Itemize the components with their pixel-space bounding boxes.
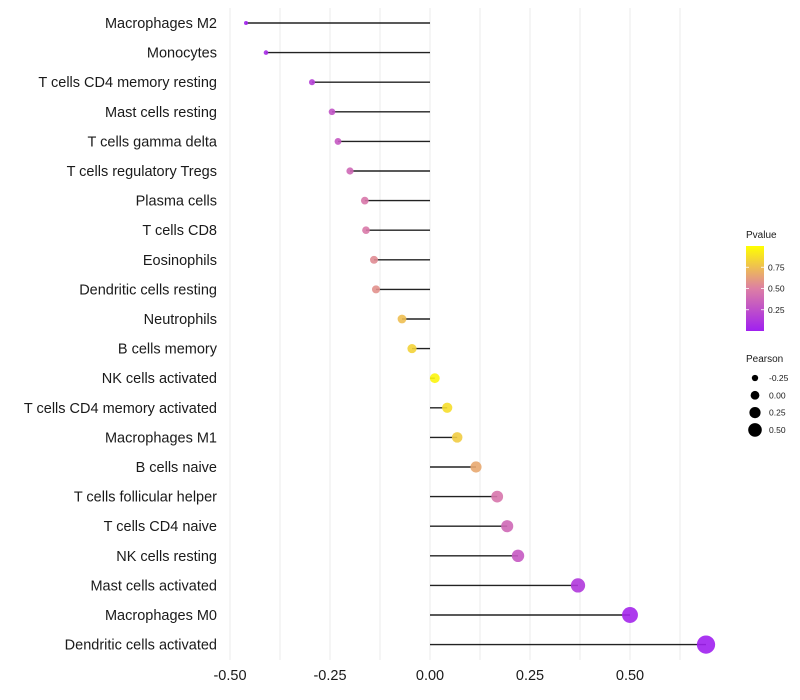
legend-size-label: 0.00 [769, 390, 786, 400]
data-point [511, 549, 525, 563]
legend-size-label: 0.50 [769, 425, 786, 435]
y-axis-labels: Macrophages M2 Monocytes T cells CD4 memor… [24, 16, 218, 654]
data-point [308, 79, 316, 86]
y-tick-label: Macrophages M0 [105, 608, 217, 624]
data-point [346, 167, 354, 175]
y-tick-label: Macrophages M2 [105, 16, 217, 32]
x-tick-label: 0.25 [516, 668, 544, 684]
y-tick-label: NK cells resting [116, 549, 217, 565]
legend-pearson: Pearson -0.25 0.00 0.25 0.50 [746, 354, 789, 437]
y-tick-label: Dendritic cells activated [65, 638, 217, 654]
data-point [491, 490, 504, 503]
data-point [244, 21, 248, 25]
legend-size-dot [748, 423, 762, 437]
legend-pearson-title: Pearson [746, 354, 783, 365]
y-tick-label: T cells CD8 [142, 223, 217, 239]
y-tick-label: T cells CD4 memory activated [24, 401, 217, 417]
y-tick-label: B cells naive [136, 460, 217, 476]
legend-tick-label: 0.75 [768, 262, 785, 272]
y-tick-label: Monocytes [147, 46, 217, 62]
y-tick-label: T cells follicular helper [74, 490, 217, 506]
y-tick-label: Neutrophils [144, 312, 217, 328]
data-point [397, 314, 407, 324]
y-tick-label: Mast cells activated [90, 578, 217, 594]
y-tick-label: T cells gamma delta [88, 134, 218, 150]
data-point [362, 226, 370, 235]
y-tick-label: Plasma cells [136, 194, 217, 210]
y-tick-label: T cells regulatory Tregs [67, 164, 217, 180]
legend-size-dot [749, 407, 761, 419]
legend-size-dot [750, 390, 760, 400]
grid-lines [229, 8, 681, 660]
x-tick-label: 0.00 [416, 668, 444, 684]
x-tick-label: -0.25 [313, 668, 346, 684]
legend-size-label: 0.25 [769, 408, 786, 418]
data-point [470, 461, 482, 473]
legend-tick-label: 0.50 [768, 284, 785, 294]
data-point [501, 520, 514, 533]
legend-pvalue-title: Pvalue [746, 230, 777, 241]
data-point [328, 108, 336, 116]
y-tick-label: T cells CD4 naive [104, 519, 217, 535]
y-tick-label: Dendritic cells resting [79, 282, 217, 298]
y-tick-label: B cells memory [118, 342, 218, 358]
legend-size-label: -0.25 [769, 373, 789, 383]
x-tick-label: -0.50 [213, 668, 246, 684]
data-point [370, 255, 378, 264]
data-point [451, 432, 463, 443]
data-point [622, 607, 638, 623]
y-tick-label: T cells CD4 memory resting [38, 75, 217, 91]
y-tick-label: Eosinophils [143, 253, 217, 269]
data-point [371, 285, 381, 294]
legend-tick-label: 0.25 [768, 305, 785, 315]
x-tick-label: 0.50 [616, 668, 644, 684]
y-tick-label: NK cells activated [102, 371, 217, 387]
data-point [407, 344, 417, 354]
data-point [570, 578, 586, 593]
stems [246, 22, 706, 646]
legend-colorbar [746, 246, 764, 331]
data-point [442, 402, 453, 413]
legend-size-dot [751, 374, 759, 382]
data-point [334, 137, 342, 145]
y-tick-label: Macrophages M1 [105, 430, 217, 446]
x-axis-labels: -0.50 -0.25 0.00 0.25 0.50 [213, 668, 644, 684]
data-point [263, 50, 269, 55]
legend-pvalue: Pvalue 0.25 0.50 0.75 [746, 230, 785, 331]
data-point [696, 635, 716, 654]
points [244, 21, 716, 654]
y-tick-label: Mast cells resting [105, 105, 217, 121]
data-point [429, 373, 440, 384]
data-point [360, 196, 369, 205]
